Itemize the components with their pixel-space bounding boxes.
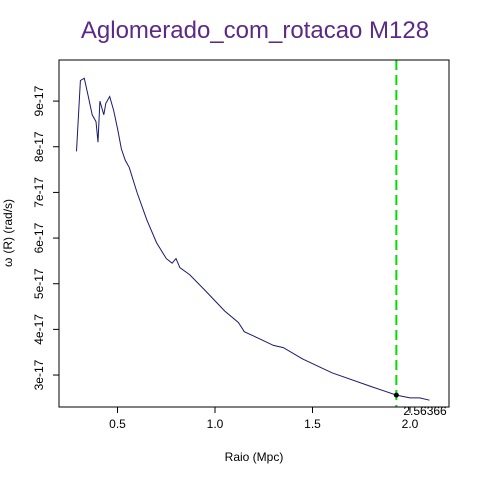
y-axis-label-rest: (R) (rad/s) xyxy=(1,199,15,254)
plot-frame xyxy=(58,59,450,408)
y-axis: 3e-17 4e-17 5e-17 6e-17 7e-17 8e-17 9e-17 xyxy=(32,85,59,390)
x-tick-label: 1.5 xyxy=(304,417,321,431)
series-line xyxy=(76,77,430,401)
plot-area: 2.56366 xyxy=(76,60,447,418)
x-tick-label: 0.5 xyxy=(109,417,126,431)
x-axis-label: Raio (Mpc) xyxy=(225,450,284,464)
y-tick-label: 7e-17 xyxy=(32,177,46,208)
y-tick-label: 6e-17 xyxy=(32,222,46,253)
x-tick-label: 2.0 xyxy=(402,417,419,431)
y-axis-label: ω (R) (rad/s) xyxy=(1,199,15,267)
marker-point xyxy=(393,392,399,398)
y-tick-label: 5e-17 xyxy=(32,268,46,299)
x-tick-label: 1.0 xyxy=(207,417,224,431)
x-axis: 0.5 1.0 1.5 2.0 xyxy=(109,407,419,431)
y-tick-label: 4e-17 xyxy=(32,314,46,345)
y-tick-label: 3e-17 xyxy=(32,359,46,390)
y-tick-label: 9e-17 xyxy=(32,85,46,116)
marker-label: 2.56366 xyxy=(403,404,447,418)
y-tick-label: 8e-17 xyxy=(32,131,46,162)
chart-title: Aglomerado_com_rotacao M128 xyxy=(81,17,429,44)
omega-symbol: ω xyxy=(1,258,15,267)
